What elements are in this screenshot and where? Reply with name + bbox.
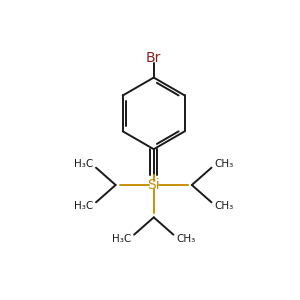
Text: Br: Br <box>146 51 161 65</box>
Text: CH₃: CH₃ <box>214 158 234 169</box>
Text: CH₃: CH₃ <box>176 234 196 244</box>
Text: Si: Si <box>147 178 160 192</box>
Text: CH₃: CH₃ <box>214 202 234 212</box>
Text: H₃C: H₃C <box>74 158 93 169</box>
Text: H₃C: H₃C <box>112 234 131 244</box>
Text: H₃C: H₃C <box>74 202 93 212</box>
